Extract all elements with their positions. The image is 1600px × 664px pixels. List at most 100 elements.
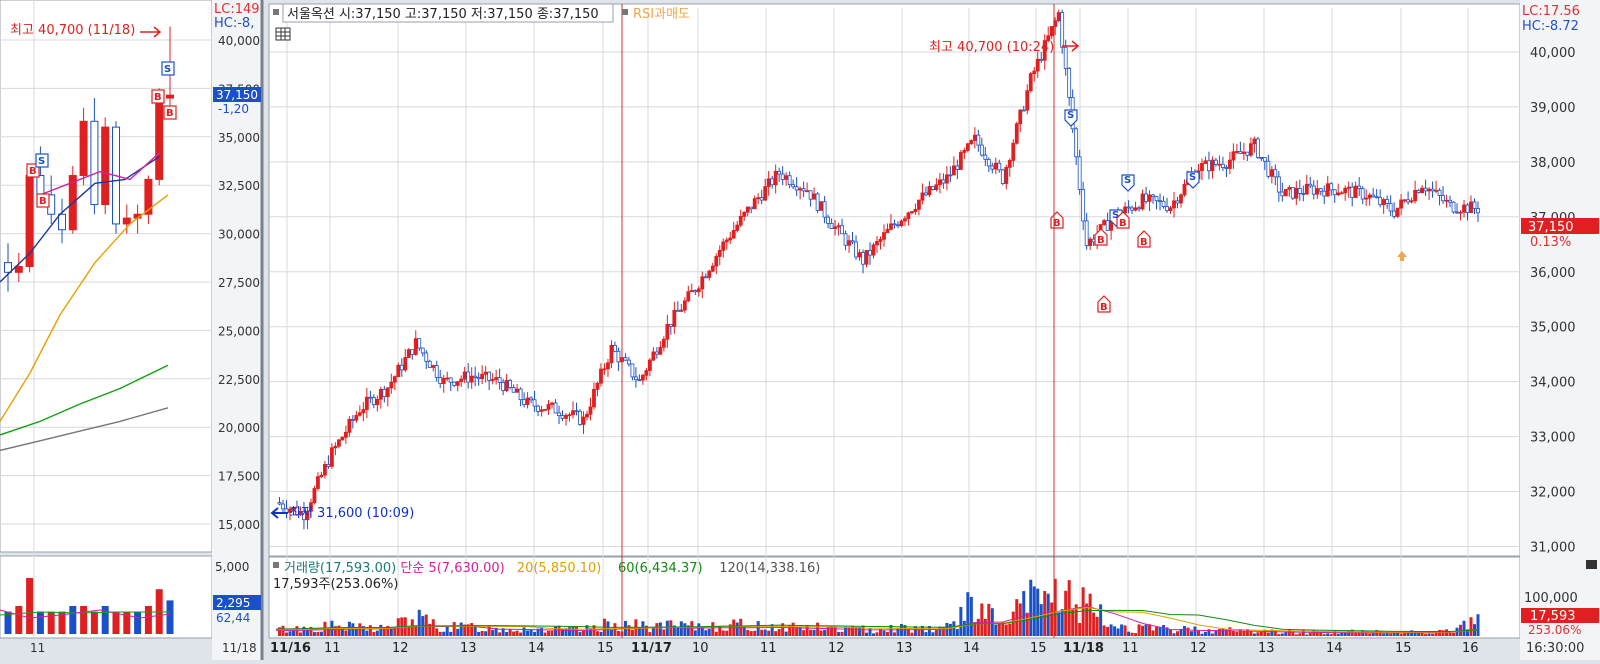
volume-bar — [791, 622, 795, 636]
volume-bar — [823, 629, 827, 636]
volume-bar — [1060, 609, 1064, 636]
daily-candle — [122, 204, 131, 234]
volume-bar — [959, 606, 963, 636]
x-axis-label: 11 — [324, 641, 341, 656]
volume-bar — [368, 625, 372, 636]
volume-bar — [788, 625, 792, 636]
volume-bar — [442, 631, 446, 636]
candle — [647, 357, 652, 377]
volume-bar — [449, 631, 453, 636]
volume-bar — [557, 625, 561, 636]
volume-bar — [1392, 632, 1396, 636]
candle — [550, 401, 554, 409]
volume-bar — [1382, 633, 1386, 636]
volume-bar — [1378, 630, 1382, 636]
left-axis-bg — [212, 0, 262, 660]
volume-bar — [630, 629, 634, 636]
daily-ma-line — [39, 151, 161, 196]
x-axis-labels: 11/16 11 12 13 14 15 11/17 10 11 12 13 14 15 11/18 11 1… — [270, 641, 1479, 656]
volume-close-icon[interactable] — [1586, 560, 1597, 569]
candle — [822, 196, 827, 224]
candle — [903, 215, 907, 226]
candle — [801, 181, 806, 198]
volume-bar — [526, 630, 530, 636]
candle — [651, 347, 656, 362]
candle — [557, 405, 561, 425]
volume-bar — [1396, 632, 1400, 636]
candle — [515, 383, 519, 393]
candle — [1280, 182, 1285, 202]
candle — [1039, 52, 1044, 63]
candle — [1304, 174, 1309, 195]
rsi-icon[interactable] — [622, 9, 628, 15]
candle — [1462, 200, 1466, 218]
info-bar-icon[interactable] — [273, 9, 279, 15]
candle — [1413, 180, 1418, 204]
main-low-annotation: 최저 31,600 (10:09) — [289, 506, 414, 521]
candle — [1126, 200, 1131, 214]
candle — [469, 367, 474, 389]
candle — [899, 219, 904, 228]
candle — [703, 273, 708, 279]
volume-bar — [393, 627, 397, 636]
candle — [1336, 183, 1341, 197]
daily-volume-ma — [0, 609, 171, 619]
candle — [724, 237, 729, 250]
volume-bar — [756, 621, 760, 636]
candle — [937, 172, 942, 194]
volume-bar — [1053, 578, 1057, 636]
volume-bar — [1151, 630, 1155, 636]
volume-bar — [1347, 630, 1351, 636]
candle — [350, 415, 355, 429]
volume-legend-icon[interactable] — [273, 562, 279, 568]
candle — [581, 411, 586, 434]
candle — [1154, 196, 1159, 210]
candle — [941, 173, 946, 189]
candle — [543, 408, 547, 411]
x-axis-label: 14 — [528, 641, 545, 656]
volume-bar — [1441, 630, 1445, 636]
volume-bar — [1326, 633, 1330, 636]
volume-bar — [1368, 633, 1372, 636]
candle — [1318, 187, 1323, 196]
candle — [812, 187, 817, 200]
candle — [1430, 181, 1435, 198]
candle — [441, 375, 446, 393]
grid-toggle-icon[interactable] — [275, 27, 291, 41]
candle — [1283, 188, 1288, 197]
candle — [672, 301, 677, 334]
candle — [871, 242, 876, 259]
volume-bar — [592, 625, 596, 636]
candle — [875, 235, 879, 253]
candle — [396, 362, 401, 377]
candle — [689, 283, 694, 293]
time-label: 16:30:00 — [1526, 641, 1584, 656]
candle — [1161, 196, 1166, 209]
x-axis-label: 14 — [1326, 641, 1343, 656]
candle — [1451, 201, 1456, 214]
volume-bar — [536, 628, 540, 636]
volume-bar — [676, 627, 680, 636]
daily-volume-bar — [134, 611, 142, 634]
volume-bar — [924, 632, 928, 636]
candle — [1441, 186, 1445, 205]
candle — [627, 356, 631, 367]
candle — [766, 170, 771, 196]
rsi-label: RSI과매도 — [633, 7, 690, 22]
volume-legend-item: 거래량(17,593.00) — [284, 561, 396, 576]
candle — [829, 218, 834, 229]
volume-bar — [662, 629, 666, 636]
volume-bar — [473, 625, 477, 636]
main-hc-label: HC:-8.72 — [1522, 19, 1579, 34]
volume-bar — [830, 625, 834, 636]
volume-bar — [854, 626, 858, 636]
candle — [1200, 158, 1204, 181]
volume-bar — [1249, 631, 1253, 636]
candle — [438, 369, 443, 389]
volume-bar — [1116, 628, 1120, 636]
candle — [1245, 151, 1250, 162]
daily-volume-bar — [15, 606, 23, 634]
volume-bar — [284, 632, 288, 636]
candle — [417, 338, 422, 351]
volume-bar — [763, 629, 767, 636]
